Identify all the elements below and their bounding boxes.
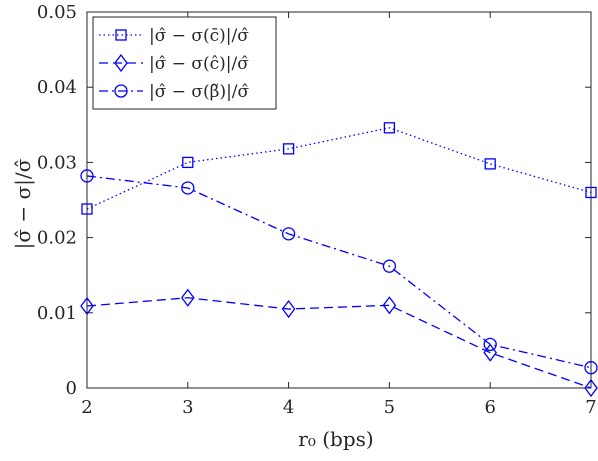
diamond-marker-5 [584, 378, 598, 398]
y-axis: 0 0.01 0.02 0.03 0.04 0.05 [37, 2, 591, 399]
diamond-marker-3 [382, 296, 397, 315]
square-marker-2 [282, 143, 295, 155]
plot-area-border [86, 11, 592, 389]
square-marker-1 [182, 156, 194, 169]
circle-marker-2 [281, 227, 296, 241]
legend-entry-3: |σ̂ − σ(β̃)|/σ̂ [99, 82, 250, 102]
circle-marker-legend [114, 84, 128, 98]
legend-entry-1: |σ̂ − σ(c̄)|/σ̂ [99, 26, 249, 46]
series-1 [81, 122, 597, 215]
x-axis: 2 3 4 5 6 7 [81, 12, 597, 418]
series-3 [80, 169, 598, 375]
circle-marker-0 [80, 169, 94, 183]
circle-marker-3 [382, 259, 397, 273]
y-tick-label: 0.02 [37, 228, 77, 249]
y-tick-label: 0.05 [37, 2, 77, 23]
square-marker-0 [81, 203, 93, 215]
legend-label: |σ̂ − σ(ĉ)|/σ̂ [149, 54, 249, 74]
series-line-3 [86, 175, 592, 369]
y-tick-label: 0.04 [37, 77, 77, 98]
series-2 [80, 288, 598, 398]
square-marker-5 [585, 186, 597, 199]
circle-marker-4 [483, 337, 497, 352]
y-axis-title: |σ̂ − σ|/σ̂ [11, 158, 36, 249]
diamond-marker-4 [483, 343, 498, 362]
series-layer [80, 122, 598, 398]
x-tick-label: 7 [585, 397, 596, 418]
legend-label: |σ̂ − σ(β̃)|/σ̂ [149, 82, 250, 102]
y-tick-label: 0.03 [37, 152, 77, 173]
diamond-marker-legend [114, 53, 128, 73]
diamond-marker-1 [180, 288, 195, 307]
diamond-marker-2 [281, 299, 296, 319]
square-marker-3 [383, 122, 396, 134]
x-tick-label: 5 [384, 397, 395, 418]
series-line-2 [86, 297, 592, 389]
x-tick-label: 4 [283, 397, 294, 418]
x-tick-label: 2 [81, 397, 92, 418]
diamond-marker-0 [80, 296, 94, 316]
x-axis-title: r₀ (bps) [298, 427, 373, 451]
y-tick-label: 0 [66, 378, 77, 399]
x-tick-label: 3 [182, 397, 193, 418]
plot-frame [86, 11, 592, 389]
legend-label: |σ̂ − σ(c̄)|/σ̂ [149, 26, 249, 46]
legend: |σ̂ − σ(c̄)|/σ̂ |σ̂ − σ(ĉ)|/σ̂ |σ̂ − σ(β̃)… [92, 16, 277, 110]
square-marker-4 [484, 158, 496, 170]
y-tick-label: 0.01 [37, 303, 77, 324]
legend-box [92, 16, 277, 110]
legend-entry-2: |σ̂ − σ(ĉ)|/σ̂ [99, 53, 249, 74]
square-marker-legend [115, 29, 127, 41]
x-tick-label: 6 [484, 397, 495, 418]
series-line-1 [86, 127, 592, 210]
circle-marker-1 [181, 181, 195, 195]
circle-marker-5 [584, 361, 598, 375]
